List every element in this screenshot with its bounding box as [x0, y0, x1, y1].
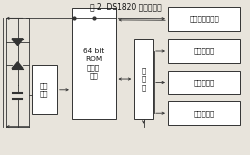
Text: 温度传感器: 温度传感器 — [193, 48, 214, 54]
Bar — [167, 71, 239, 94]
Bar — [72, 8, 115, 119]
Bar — [167, 7, 239, 31]
Bar — [167, 101, 239, 125]
Text: 图 2  DS1820 内部结构图: 图 2 DS1820 内部结构图 — [89, 2, 161, 11]
Text: 存储器控制逻辑: 存储器控制逻辑 — [188, 16, 218, 22]
Bar — [32, 65, 57, 114]
Bar — [167, 39, 239, 63]
Text: 64 bit
ROM
和单线
接口: 64 bit ROM 和单线 接口 — [83, 48, 104, 79]
Text: 存
储
器: 存 储 器 — [141, 67, 145, 91]
Text: 电源
检测: 电源 检测 — [40, 82, 48, 97]
Polygon shape — [12, 62, 23, 69]
Text: 高温度触发: 高温度触发 — [193, 79, 214, 86]
Text: 低温度触发: 低温度触发 — [193, 110, 214, 117]
Polygon shape — [12, 39, 23, 46]
Bar — [134, 39, 152, 119]
